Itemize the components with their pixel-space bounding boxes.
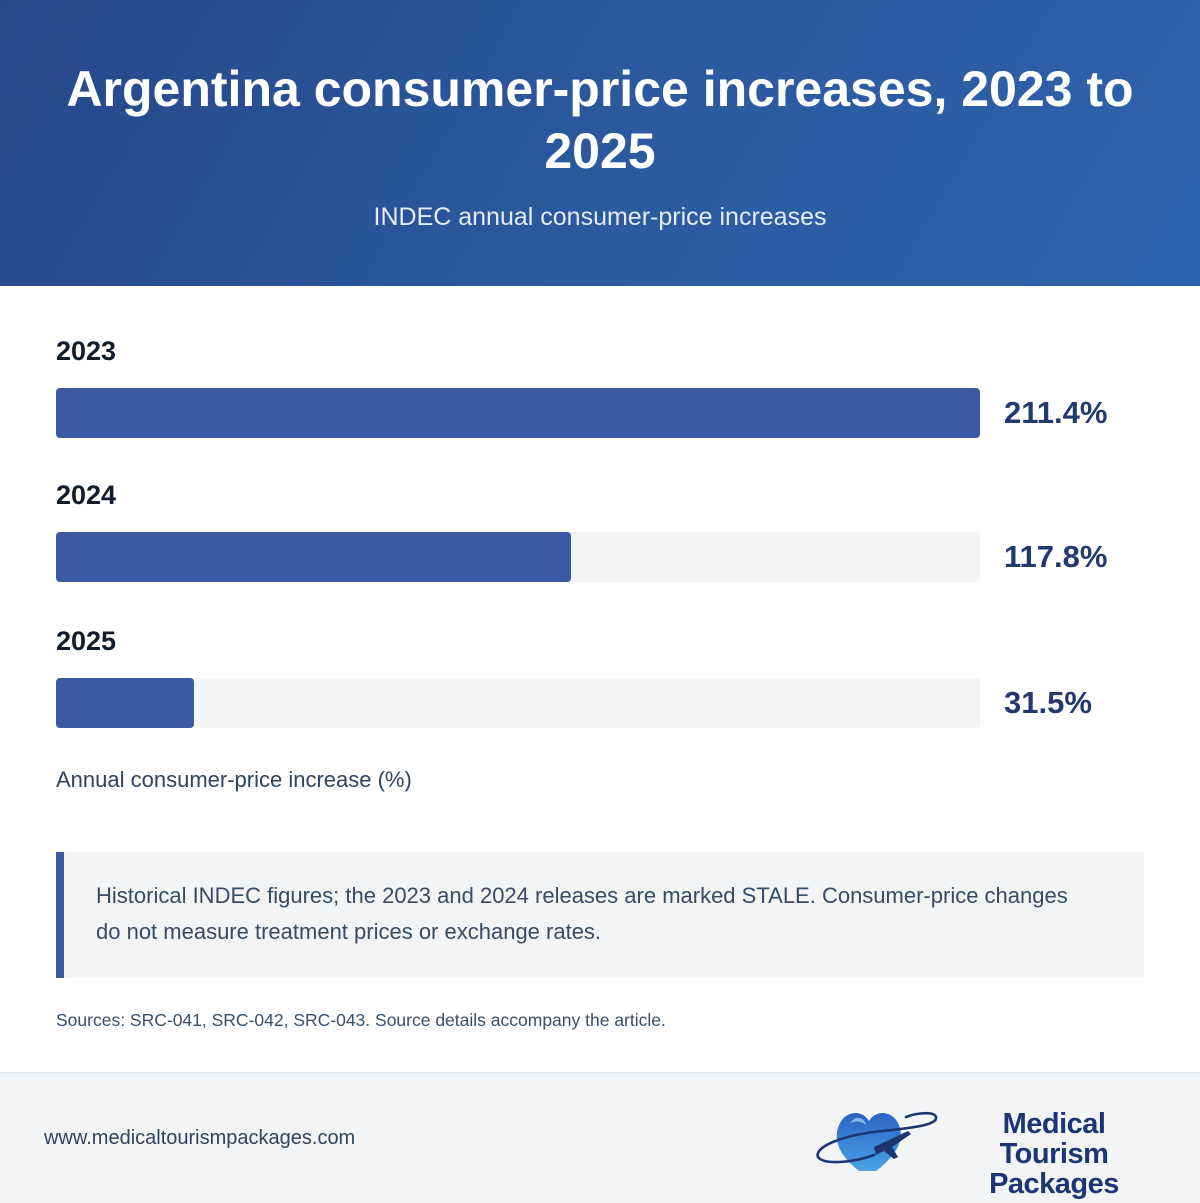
page-subtitle: INDEC annual consumer-price increases [373,203,827,231]
sources-text: Sources: SRC-041, SRC-042, SRC-043. Sour… [56,1010,666,1030]
bar-2023 [56,388,980,438]
category-label-2024: 2024 [56,480,117,510]
footer: www.medicaltourismpackages.com Medical T… [0,1072,1200,1203]
value-label-2025: 31.5% [1004,685,1092,720]
bar-track-2023 [56,388,980,438]
footer-url[interactable]: www.medicaltourismpackages.com [44,1127,356,1149]
logo-line-2: Packages [989,1168,1119,1200]
page-title: Argentina consumer-price increases, 2023… [66,61,1134,179]
category-label-2025: 2025 [56,626,117,656]
heart-airplane-icon [816,1111,938,1171]
bar-track-2025 [56,678,980,728]
header-banner: Argentina consumer-price increases, 2023… [0,0,1200,286]
bar-2024 [56,532,571,582]
axis-label: Annual consumer-price increase (%) [56,767,412,792]
note-box: Historical INDEC figures; the 2023 and 2… [56,852,1144,978]
value-label-2023: 211.4% [1004,395,1108,430]
logo-text: Medical Tourism Packages [948,1109,1160,1199]
category-label-2023: 2023 [56,336,117,366]
bar-2025 [56,678,194,728]
bar-track-2024 [56,532,980,582]
logo-line-1: Medical Tourism [999,1108,1109,1170]
bar-chart: Annual consumer-price increase (%) 2023 2… [0,286,1200,806]
value-label-2024: 117.8% [1004,539,1108,574]
